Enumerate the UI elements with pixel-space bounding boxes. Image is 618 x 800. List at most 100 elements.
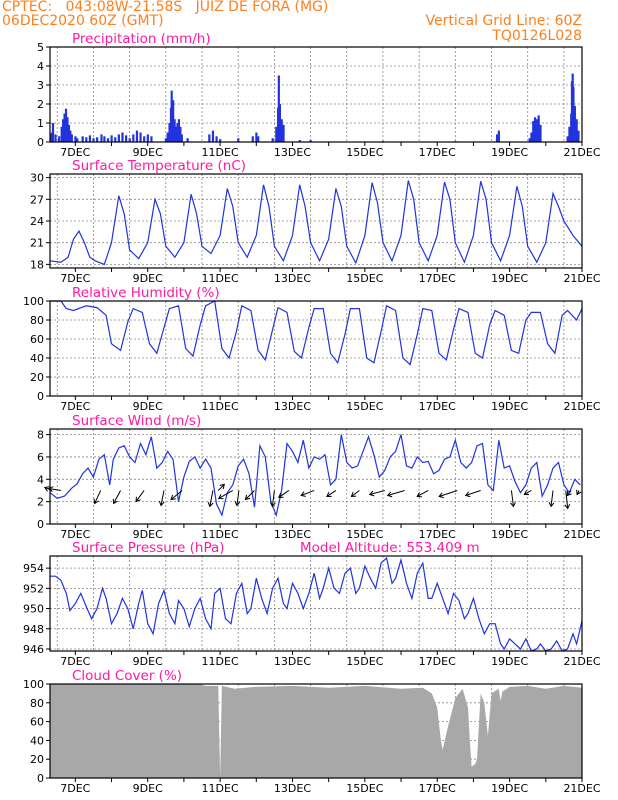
precip-bar: [172, 100, 175, 142]
wind-vector: [387, 489, 405, 496]
y-tick-label: 954: [23, 562, 44, 575]
cloud-frame: [49, 683, 583, 779]
wind-vector-head: [368, 490, 375, 497]
x-tick-label: 15DEC: [346, 782, 383, 795]
wind-vector-head: [566, 490, 572, 497]
precip-bar: [535, 119, 538, 142]
wind-vector-head: [112, 498, 118, 505]
wind-vector: [566, 490, 572, 496]
humidity-frame: [49, 300, 583, 397]
precip-title: Precipitation (mm/h): [72, 31, 211, 47]
precip-bar: [69, 130, 72, 142]
precip-bar: [530, 132, 533, 142]
wind-vector: [524, 490, 532, 495]
precip-bar: [81, 136, 84, 142]
wind-vector: [465, 489, 481, 496]
x-tick-label: 15DEC: [346, 146, 383, 159]
precip-bar: [577, 130, 580, 142]
wind-vector-head: [510, 501, 516, 508]
humidity-panel: 0 20 40 60 80 100 7DEC 9DEC 11DEC 13DEC 15DEC 17DEC…: [23, 285, 601, 413]
precip-bar: [58, 136, 61, 142]
precip-bar: [575, 119, 578, 142]
wind-vector: [113, 490, 122, 504]
wind-vector: [565, 490, 569, 509]
header-station: CPTEC: 043:08W-21:58S JUIZ DE FORA (MG): [2, 0, 329, 15]
wind-vector: [217, 484, 225, 491]
precip-bar: [139, 132, 142, 142]
precip-bar: [179, 126, 182, 142]
wind-vector-head: [170, 494, 176, 501]
wind-panel: 0 2 4 6 8 7DEC 9DEC 11DEC 13DEC 15DEC 17DEC 19DEC 21…: [37, 413, 601, 541]
x-tick-label: 17DEC: [419, 272, 456, 285]
temperature-panel: 18 21 24 27 30 7DEC 9DEC 11DEC 13DEC 15DEC 17DEC 19…: [30, 158, 601, 285]
x-tick-label: 19DEC: [491, 655, 528, 668]
precip-bar: [100, 134, 103, 142]
wind-vector-head: [350, 491, 357, 498]
x-tick-label: 13DEC: [274, 400, 311, 413]
precip-bar: [170, 90, 173, 142]
precip-bar: [117, 134, 120, 142]
wind-vector-head: [219, 483, 225, 490]
x-tick-label: 11DEC: [202, 146, 239, 159]
pressure-title: Surface Pressure (hPa): [72, 540, 225, 556]
wind-vector: [550, 490, 554, 507]
precip-bar: [208, 134, 211, 142]
y-tick-label: 948: [23, 623, 44, 636]
precip-bar: [177, 119, 181, 142]
x-tick-label: 9DEC: [133, 400, 163, 413]
y-tick-label: 20: [30, 753, 44, 766]
precip-bar: [572, 86, 575, 142]
wind-vector: [236, 490, 240, 506]
y-tick-label: 0: [37, 136, 44, 149]
wind-vector: [160, 490, 165, 506]
x-tick-label: 15DEC: [346, 528, 383, 541]
wind-vector: [170, 490, 183, 500]
temperature-line: [49, 180, 583, 266]
x-tick-label: 15DEC: [346, 655, 383, 668]
precip-bar: [219, 139, 222, 142]
wind-vector-head: [269, 501, 276, 508]
precip-bar: [121, 132, 124, 142]
y-tick-label: 946: [23, 643, 44, 656]
x-tick-label: 7DEC: [60, 782, 90, 795]
precip-bar: [85, 137, 88, 142]
x-tick-label: 21DEC: [563, 528, 600, 541]
precip-bar: [497, 130, 500, 142]
x-tick-label: 9DEC: [133, 782, 163, 795]
wind-line: [49, 434, 581, 518]
precip-bar: [573, 105, 576, 142]
precip-bar: [150, 136, 153, 142]
precip-bar: [125, 135, 128, 142]
wind-vector-head: [217, 494, 224, 500]
x-tick-label: 7DEC: [60, 655, 90, 668]
x-tick-label: 19DEC: [491, 400, 528, 413]
wind-vector: [369, 489, 385, 495]
y-tick-label: 30: [30, 172, 44, 185]
y-tick-label: 0: [37, 390, 44, 403]
wind-title: Surface Wind (m/s): [72, 413, 201, 429]
precip-bar: [174, 126, 178, 142]
header-grid-line: Vertical Grid Line: 60Z: [425, 13, 582, 29]
wind-vector-head: [564, 504, 571, 510]
wind-vector-head: [47, 486, 54, 492]
wind-vector-head: [438, 492, 444, 499]
x-tick-label: 7DEC: [60, 400, 90, 413]
precip-bar: [64, 108, 68, 142]
wind-vector: [438, 489, 458, 497]
y-tick-label: 60: [30, 716, 44, 729]
x-tick-label: 15DEC: [346, 272, 383, 285]
x-tick-label: 9DEC: [133, 655, 163, 668]
humidity-title: Relative Humidity (%): [72, 285, 220, 301]
humidity-line: [50, 300, 583, 366]
wind-vector-head: [93, 498, 99, 505]
precip-bar: [70, 134, 73, 142]
precip-bar: [275, 126, 278, 142]
wind-frame: [49, 428, 583, 525]
wind-vector: [94, 490, 102, 504]
y-tick-label: 27: [30, 193, 44, 206]
x-tick-label: 21DEC: [563, 146, 600, 159]
x-tick-label: 7DEC: [60, 146, 90, 159]
x-tick-label: 21DEC: [563, 400, 600, 413]
y-tick-label: 80: [30, 697, 44, 710]
